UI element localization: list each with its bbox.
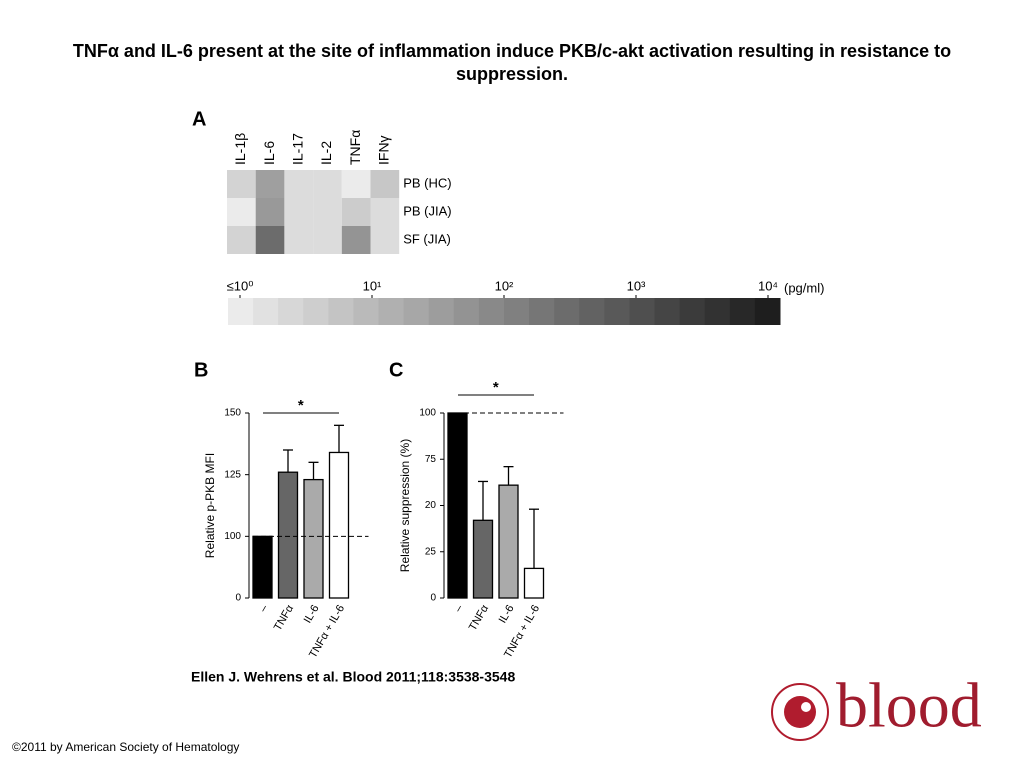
logo-text: blood: [836, 670, 982, 741]
x-tick-label: IL-6: [497, 603, 517, 625]
colorbar-step: [679, 298, 706, 325]
citation: Ellen J. Wehrens et al. Blood 2011;118:3…: [191, 669, 515, 685]
logo-cell: [801, 702, 811, 712]
heatmap-cell: [227, 170, 256, 198]
colorbar-step: [754, 298, 781, 325]
colorbar-step: [353, 298, 380, 325]
colorbar-step: [629, 298, 656, 325]
x-tick-label: TNFα: [272, 602, 297, 633]
x-tick-label: –: [257, 602, 271, 614]
y-tick-label: 100: [224, 531, 241, 542]
bar: [277, 471, 299, 599]
colorbar-step: [554, 298, 580, 325]
panel-label: C: [389, 359, 403, 381]
bar: [472, 519, 494, 599]
colorbar-step: [453, 298, 480, 325]
bar: [252, 535, 273, 599]
colorbar-step: [529, 298, 555, 325]
colorbar-step: [654, 298, 681, 325]
colorbar-step: [278, 298, 304, 325]
panel-label: B: [194, 359, 208, 381]
column-label: IL-6: [261, 141, 277, 165]
heatmap-cell: [370, 198, 400, 226]
y-tick-label: 0: [235, 593, 241, 604]
bar: [447, 412, 468, 599]
row-label: SF (JIA): [403, 231, 451, 246]
column-label: IL-17: [289, 133, 305, 165]
colorbar-step: [428, 298, 455, 325]
heatmap-cell: [255, 170, 285, 198]
heatmap-cell: [227, 226, 256, 254]
y-tick-label: 25: [425, 546, 437, 557]
slide-title: TNFα and IL-6 present at the site of inf…: [72, 41, 952, 84]
colorbar-tick-label: 10²: [495, 278, 514, 293]
y-axis-label: Relative p-PKB MFI: [203, 453, 217, 558]
significance-label: *: [493, 379, 499, 396]
colorbar-step: [504, 298, 530, 325]
copyright: ©2011 by American Society of Hematology: [12, 740, 239, 754]
colorbar-step: [253, 298, 279, 325]
colorbar-step: [303, 298, 329, 325]
significance-label: *: [298, 397, 304, 414]
y-tick-label: 100: [419, 408, 436, 419]
column-label: IL-1β: [232, 133, 248, 165]
heatmap-cell: [341, 226, 371, 254]
column-label: IL-2: [318, 141, 334, 165]
logo-drop: [784, 696, 816, 728]
heatmap-cell: [313, 170, 342, 198]
heatmap-cell: [284, 198, 314, 226]
colorbar-step: [328, 298, 354, 325]
x-tick-label: TNFα: [467, 602, 492, 633]
y-tick-label: 75: [425, 454, 437, 465]
y-axis-label: Relative suppression (%): [398, 439, 412, 572]
x-tick-label: –: [452, 602, 466, 614]
heatmap-cell: [255, 226, 285, 254]
heatmap-cell: [341, 198, 371, 226]
panel-label: A: [192, 108, 206, 130]
colorbar-tick-label: 10¹: [363, 278, 382, 293]
colorbar-step: [604, 298, 630, 325]
bar: [303, 478, 324, 599]
bar: [328, 451, 350, 599]
logo: blood: [771, 670, 982, 741]
colorbar-unit: (pg/ml): [784, 280, 824, 295]
y-tick-label: 150: [224, 408, 241, 419]
y-tick-label: 125: [224, 469, 241, 480]
title-box: TNFα and IL-6 present at the site of inf…: [72, 41, 952, 84]
heatmap-cell: [313, 226, 342, 254]
y-tick-label: 20: [425, 500, 437, 511]
colorbar-tick-label: 10⁴: [758, 278, 778, 293]
colorbar-tick-label: ≤10⁰: [227, 278, 254, 293]
heatmap-cell: [313, 198, 342, 226]
heatmap-cell: [370, 226, 400, 254]
column-label: TNFα: [347, 130, 363, 165]
colorbar-step: [579, 298, 605, 325]
colorbar-step: [478, 298, 505, 325]
colorbar-step: [378, 298, 405, 325]
logo-ring: [771, 683, 829, 741]
colorbar-step: [704, 298, 731, 325]
x-tick-label: IL-6: [302, 603, 322, 625]
colorbar-step: [729, 298, 756, 325]
heatmap-cell: [255, 198, 285, 226]
column-label: IFNγ: [376, 135, 392, 165]
row-label: PB (HC): [403, 175, 451, 190]
colorbar-step: [403, 298, 430, 325]
bar: [523, 567, 545, 599]
heatmap-cell: [370, 170, 400, 198]
heatmap-cell: [284, 226, 314, 254]
y-tick-label: 0: [430, 593, 436, 604]
colorbar-tick-label: 10³: [627, 278, 646, 293]
row-label: PB (JIA): [403, 203, 451, 218]
heatmap-cell: [284, 170, 314, 198]
heatmap-cell: [227, 198, 256, 226]
colorbar-step: [228, 298, 254, 325]
heatmap-cell: [341, 170, 371, 198]
bar: [498, 484, 519, 599]
